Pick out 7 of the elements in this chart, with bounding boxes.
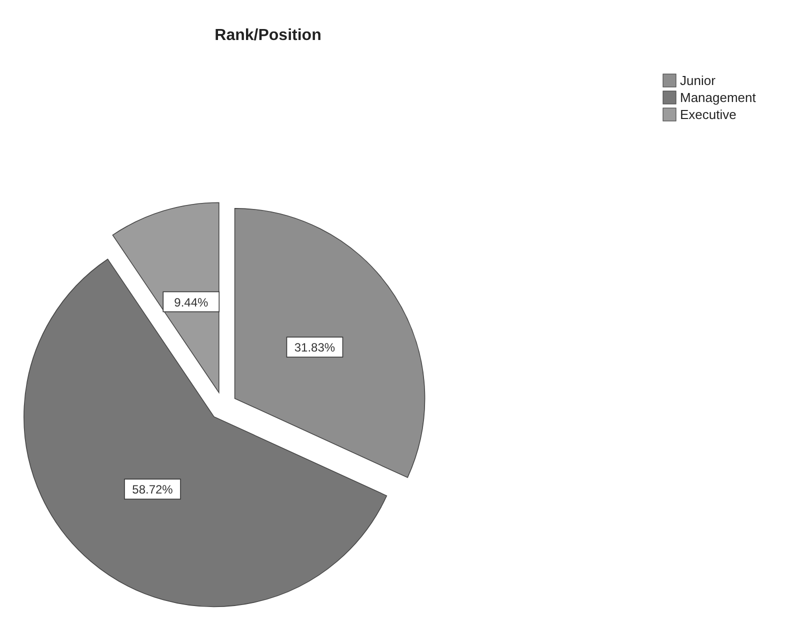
chart-title: Rank/Position [214, 27, 322, 44]
data-label: 58.72% [132, 482, 174, 497]
legend-label: Management [680, 90, 756, 105]
data-label: 9.44% [174, 295, 208, 310]
data-label: 31.83% [294, 340, 336, 355]
legend-label: Junior [680, 73, 716, 88]
legend-label: Executive [680, 107, 736, 122]
